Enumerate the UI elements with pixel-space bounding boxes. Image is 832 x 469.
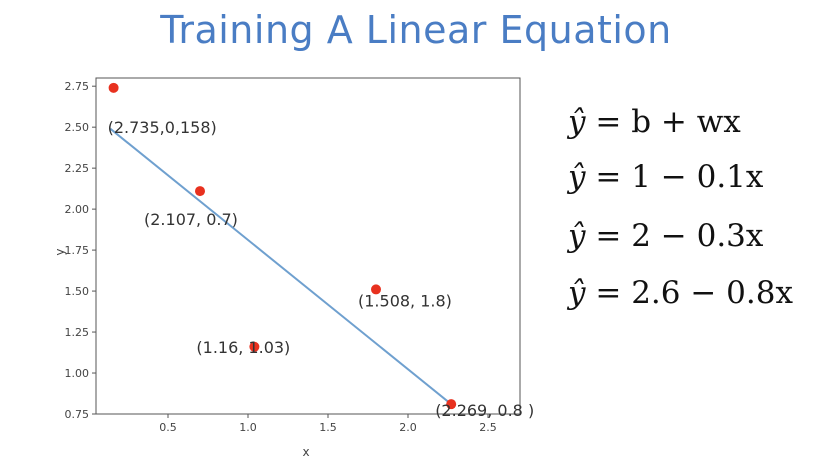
y-hat-symbol: ŷ <box>568 104 586 140</box>
equation-text: = 2 − 0.3x <box>595 218 764 254</box>
y-tick-label: 2.00 <box>65 203 90 216</box>
y-tick-label: 1.75 <box>65 244 90 257</box>
data-point-label: (1.508, 1.8) <box>358 291 452 310</box>
equation-3: ŷ = 2.6 − 0.8x <box>568 275 793 311</box>
x-axis-ticks: 0.5 1.0 1.5 2.0 2.5 <box>159 414 497 434</box>
data-point-label: (2.107, 0.7) <box>144 210 238 229</box>
plot-frame <box>95 77 521 415</box>
data-point-label: (1.16, 1.03) <box>196 338 290 357</box>
equation-text: = b + wx <box>595 104 741 140</box>
data-point <box>249 341 260 352</box>
y-hat-symbol: ŷ <box>568 159 586 195</box>
data-labels: (2.735,0,158) (2.107, 0.7) (1.16, 1.03) (1.… <box>108 118 535 420</box>
equation-text: = 2.6 − 0.8x <box>595 275 793 311</box>
y-tick-label: 1.25 <box>65 326 90 339</box>
y-tick-label: 1.50 <box>65 285 90 298</box>
fit-line <box>109 128 452 405</box>
y-tick-label: 0.75 <box>65 408 90 421</box>
y-tick-label: 2.25 <box>65 162 90 175</box>
data-point-label: (2.735,0,158) <box>108 118 217 137</box>
slide-title: Training A Linear Equation <box>160 8 672 52</box>
data-point <box>446 399 457 410</box>
y-tick-label: 1.00 <box>65 367 90 380</box>
data-points <box>108 82 457 410</box>
y-tick-label: 2.50 <box>65 121 90 134</box>
x-tick-label: 1.5 <box>319 421 337 434</box>
equation-text: = 1 − 0.1x <box>595 159 764 195</box>
y-hat-symbol: ŷ <box>568 218 586 254</box>
y-tick-label: 2.75 <box>65 80 90 93</box>
y-hat-symbol: ŷ <box>568 275 586 311</box>
data-point <box>108 82 119 93</box>
equation-1: ŷ = 1 − 0.1x <box>568 159 763 195</box>
x-tick-label: 2.0 <box>399 421 417 434</box>
equation-2: ŷ = 2 − 0.3x <box>568 218 763 254</box>
y-axis-ticks: 0.75 1.00 1.25 1.50 1.75 2.00 2.25 2.50 2.75 <box>65 80 96 421</box>
data-point-label: (2.269, 0.8 ) <box>435 401 534 420</box>
y-axis-label: y <box>53 248 67 255</box>
data-point <box>371 284 381 295</box>
x-tick-label: 0.5 <box>159 421 177 434</box>
data-point <box>195 186 205 197</box>
equation-general: ŷ = b + wx <box>568 104 741 140</box>
x-tick-label: 2.5 <box>479 421 497 434</box>
x-tick-label: 1.0 <box>239 421 257 434</box>
x-axis-label: x <box>302 445 309 459</box>
